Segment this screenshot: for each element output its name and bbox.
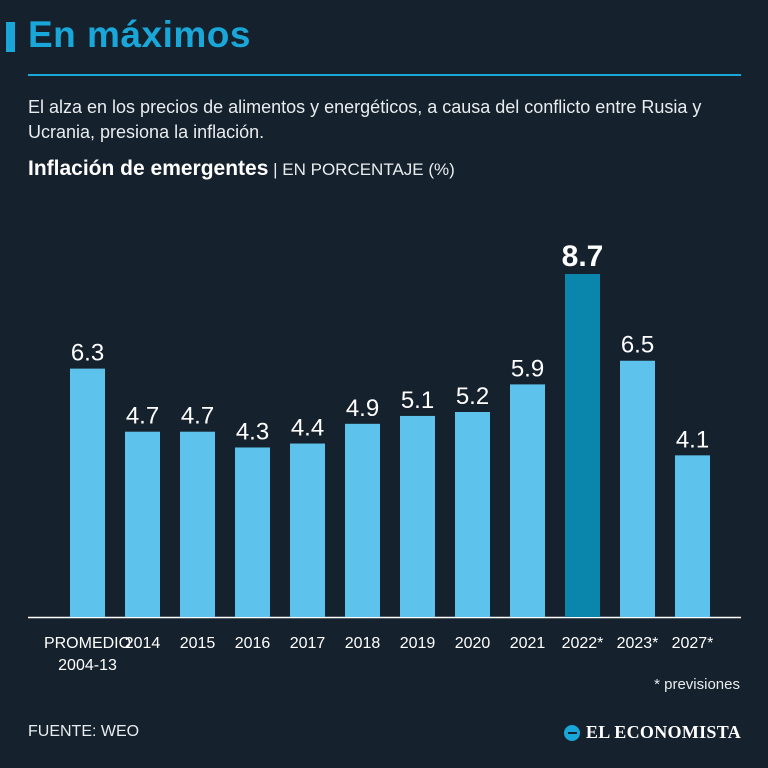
source-note: FUENTE: WEO: [28, 723, 140, 740]
value-label: 4.9: [346, 395, 379, 422]
bar-2023: [620, 360, 655, 617]
value-label: 6.5: [621, 332, 654, 359]
category-label: 2021: [510, 635, 546, 652]
category-label: 2016: [235, 635, 271, 652]
page-title: En máximos: [28, 14, 251, 55]
value-label: 8.7: [562, 240, 604, 273]
bar-promedio: [70, 368, 105, 617]
category-label: 2018: [345, 635, 381, 652]
value-label: 5.2: [456, 383, 489, 410]
category-label: 2014: [125, 635, 161, 652]
value-label: 5.9: [511, 355, 544, 382]
brand: EL ECONOMISTA: [563, 722, 741, 743]
value-label: 4.4: [291, 415, 324, 442]
chart-title: Inflación de emergentes: [28, 157, 269, 180]
value-label: 4.3: [236, 418, 269, 445]
value-label: 5.1: [401, 387, 434, 414]
bar-2015: [180, 431, 215, 617]
bar-2021: [510, 384, 545, 617]
bar-2027: [675, 455, 710, 617]
brand-logo-icon: [563, 724, 580, 741]
category-label: 2022*: [562, 635, 604, 652]
category-label: 2017: [290, 635, 326, 652]
category-label: 2020: [455, 635, 491, 652]
category-label: 2015: [180, 635, 216, 652]
category-label: 2023*: [617, 635, 659, 652]
chart-unit: | EN PORCENTAJE (%): [268, 160, 455, 179]
chart-heading: Inflación de emergentes | EN PORCENTAJE …: [28, 157, 455, 181]
bar-2017: [290, 443, 325, 617]
bar-2018: [345, 423, 380, 617]
bar-2014: [125, 431, 160, 617]
category-label: 2019: [400, 635, 436, 652]
brand-name: EL ECONOMISTA: [585, 722, 741, 742]
forecast-footnote: * previsiones: [654, 676, 740, 693]
category-label: 2027*: [672, 635, 714, 652]
bar-2022: [565, 274, 600, 617]
subtitle: El alza en los precios de alimentos y en…: [28, 97, 702, 142]
bar-2016: [235, 447, 270, 617]
value-label: 6.3: [71, 340, 104, 367]
value-label: 4.1: [676, 426, 709, 453]
title-accent-bar: [6, 22, 15, 52]
bar-2019: [400, 415, 435, 617]
value-label: 4.7: [126, 403, 159, 430]
category-label: PROMEDIO 2004-13: [44, 635, 131, 674]
value-label: 4.7: [181, 403, 214, 430]
title-divider: [28, 74, 741, 76]
bar-2020: [455, 411, 490, 617]
